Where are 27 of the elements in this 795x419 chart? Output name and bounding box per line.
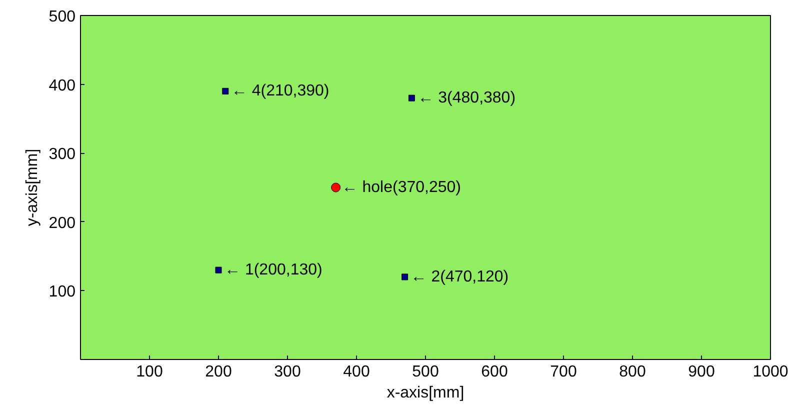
y-axis-title: y-axis[mm] — [24, 148, 41, 226]
x-tick-label: 800 — [619, 364, 646, 380]
annotation: ← 3(480,380) — [418, 90, 516, 107]
point — [215, 266, 222, 274]
y-tick-label: 200 — [48, 214, 76, 232]
x-tick-label: 600 — [481, 364, 508, 380]
x-tick-label: 500 — [412, 364, 439, 380]
y-tick-label: 500 — [48, 8, 76, 26]
x-tick-label: 400 — [343, 364, 370, 380]
y-tick-label: 300 — [48, 146, 76, 164]
annotation: ← 1(200,130) — [224, 262, 322, 279]
x-tick-label: 100 — [136, 364, 163, 380]
x-tick-label: 200 — [205, 364, 232, 380]
annotation: ← 4(210,390) — [231, 82, 330, 100]
y-tick-label: 400 — [48, 77, 76, 94]
annotation: ← hole(370,250) — [342, 179, 461, 196]
point — [222, 88, 229, 94]
point — [408, 94, 415, 102]
y-tick-label: 100 — [48, 284, 76, 301]
x-axis-title: x-axis[mm] — [386, 384, 464, 402]
x-tick-label: 300 — [274, 364, 301, 380]
annotation: ← 2(470,120) — [410, 268, 509, 286]
point — [331, 182, 341, 192]
x-tick-label: 900 — [688, 364, 715, 380]
x-tick-label: 1000 — [752, 364, 788, 380]
x-tick-label: 700 — [550, 364, 577, 380]
point — [402, 274, 408, 280]
